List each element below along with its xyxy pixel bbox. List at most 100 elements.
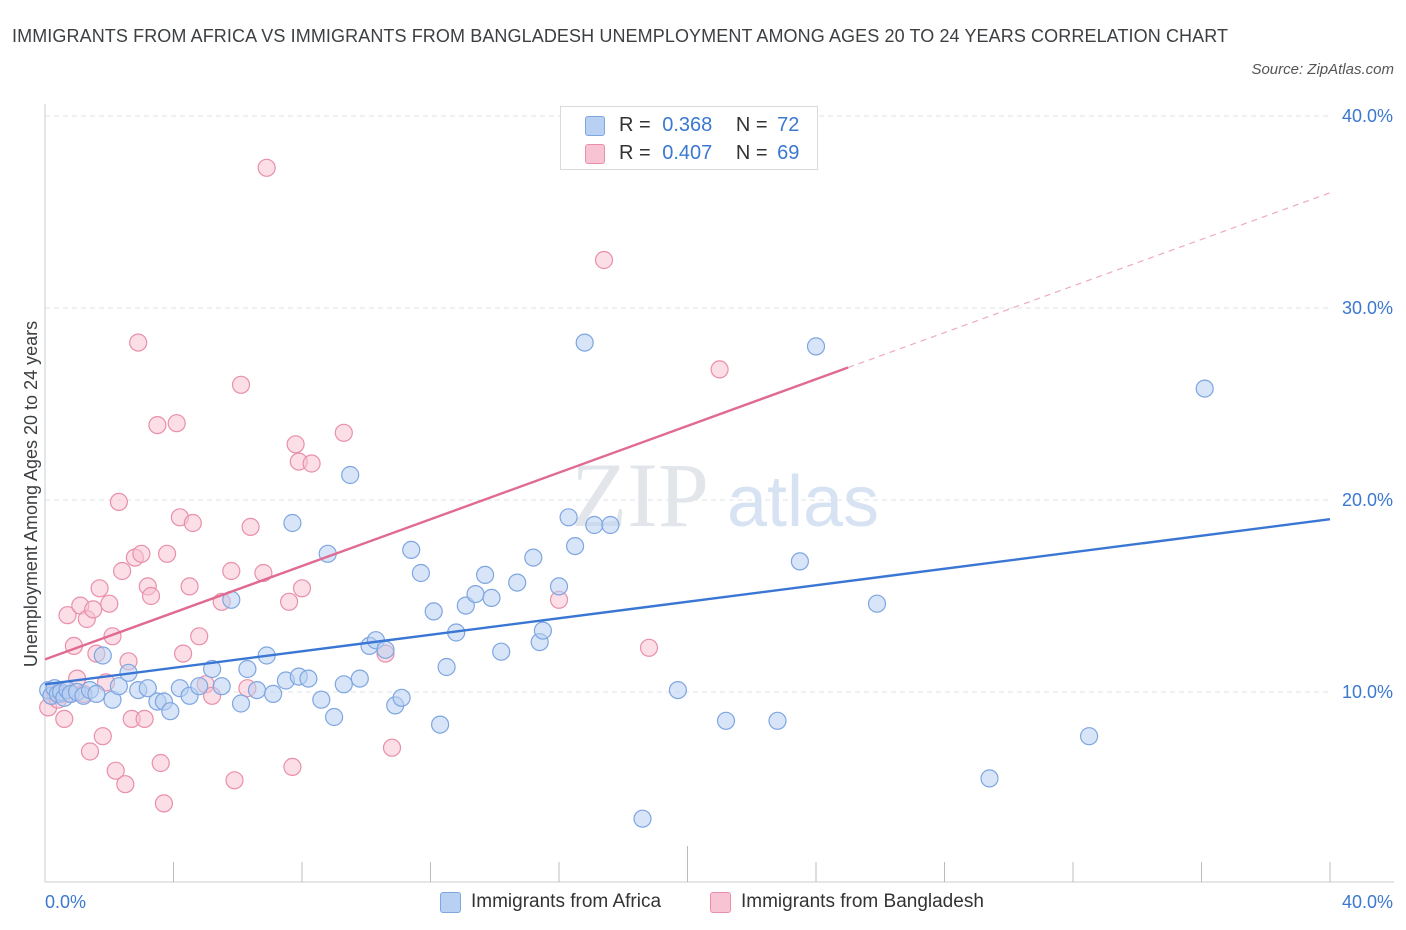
africa-point <box>716 711 736 730</box>
africa-point <box>668 680 688 700</box>
bangladesh-point <box>106 761 125 780</box>
bangladesh-point <box>639 638 659 657</box>
africa-point <box>980 769 999 788</box>
source-credit: Source: ZipAtlas.com <box>1251 61 1394 78</box>
bangladesh-point <box>112 561 132 581</box>
n-label: N = <box>735 142 768 164</box>
bangladesh-point <box>225 771 244 790</box>
africa-point <box>264 684 283 704</box>
africa-legend-swatch <box>440 892 461 913</box>
bangladesh-point <box>58 606 77 625</box>
bangladesh-point <box>55 709 74 729</box>
africa-point <box>533 621 553 640</box>
africa-point <box>424 602 443 621</box>
africa-point <box>482 588 501 608</box>
bangladesh-point <box>80 742 100 761</box>
r-label: R = <box>619 114 651 136</box>
africa-point <box>508 573 527 592</box>
bangladesh-point <box>116 775 135 794</box>
axis-layer <box>44 104 1394 883</box>
bangladesh-point <box>174 644 193 663</box>
africa-point <box>402 540 421 560</box>
africa-point <box>1195 379 1214 398</box>
africa-point <box>1079 727 1099 746</box>
bangladesh-point <box>257 158 276 177</box>
bangladesh-point <box>231 375 251 394</box>
bangladesh-point <box>129 333 148 352</box>
africa-point <box>806 337 826 356</box>
x-tick-label: 0.0% <box>45 892 86 912</box>
bangladesh-point <box>382 738 402 757</box>
africa-point <box>87 684 106 704</box>
bangladesh-point <box>84 600 103 619</box>
africa-point <box>768 711 787 730</box>
bangladesh-swatch <box>585 144 605 164</box>
africa-swatch <box>585 116 605 136</box>
bangladesh-point <box>180 577 199 596</box>
bangladesh-point <box>292 579 312 598</box>
africa-point <box>203 659 222 679</box>
bangladesh-legend-swatch <box>710 892 731 913</box>
bangladesh-point <box>90 579 109 598</box>
bangladesh-point <box>302 454 321 473</box>
africa-point <box>476 565 495 585</box>
bangladesh-point <box>222 561 241 581</box>
africa-point <box>190 677 209 696</box>
bangladesh-point <box>283 757 302 777</box>
bangladesh-point <box>132 544 151 563</box>
bangladesh-point <box>135 709 154 729</box>
africa-point <box>247 680 267 700</box>
africa-point <box>350 669 369 688</box>
africa-point <box>559 508 578 527</box>
africa-point <box>212 677 231 696</box>
legend-bangladesh-text: R = 0.407 N = 69 <box>619 140 799 166</box>
africa-legend-label: Immigrants from Africa <box>471 891 662 912</box>
bangladesh-legend-label: Immigrants from Bangladesh <box>741 891 984 912</box>
bangladesh-point <box>190 627 209 646</box>
africa-point <box>312 690 331 709</box>
n-label: N = <box>735 114 768 136</box>
bangladesh-point <box>710 360 729 379</box>
bangladesh-point <box>241 517 260 537</box>
bangladesh-trend-line <box>44 366 849 661</box>
africa-point <box>334 675 353 694</box>
bangladesh-point <box>154 794 173 813</box>
africa-point <box>411 563 430 583</box>
africa-point <box>138 679 157 698</box>
africa-point <box>601 515 620 535</box>
africa-point <box>437 657 456 677</box>
africa-point <box>161 702 180 721</box>
bangladesh-trend-extension <box>847 192 1331 369</box>
africa-point <box>299 669 318 688</box>
trend-lines <box>44 192 1331 686</box>
africa-point <box>790 552 810 571</box>
africa-point <box>109 677 129 696</box>
bangladesh-point <box>109 492 129 511</box>
y-tick-label: 40.0% <box>1342 106 1393 126</box>
africa-point <box>549 577 569 596</box>
bangladesh-point <box>158 544 177 563</box>
africa-point <box>466 584 485 604</box>
watermark-atlas: atlas <box>727 462 879 542</box>
tick-labels: 10.0% 20.0% 30.0% 40.0% 0.0% 40.0% <box>45 106 1393 912</box>
series-africa-points <box>39 333 1214 828</box>
bangladesh-point <box>334 423 353 442</box>
bangladesh-point <box>280 592 299 611</box>
africa-point <box>575 333 594 352</box>
bangladesh-point <box>286 435 305 454</box>
africa-r-value: 0.368 <box>662 114 713 136</box>
africa-point <box>283 513 302 533</box>
africa-point <box>325 707 344 727</box>
africa-point <box>492 642 511 661</box>
correlation-legend: R = 0.368 N = 72 R = 0.407 N = 69 <box>560 106 818 170</box>
africa-point <box>867 594 887 613</box>
africa-n-value: 72 <box>777 114 800 136</box>
africa-point <box>524 548 543 567</box>
bangladesh-point <box>167 414 186 433</box>
x-tick-label: 40.0% <box>1342 892 1393 912</box>
africa-point <box>231 694 251 713</box>
africa-point <box>633 809 652 828</box>
chart-title: IMMIGRANTS FROM AFRICA VS IMMIGRANTS FRO… <box>12 26 1229 46</box>
bangladesh-point <box>148 416 167 435</box>
